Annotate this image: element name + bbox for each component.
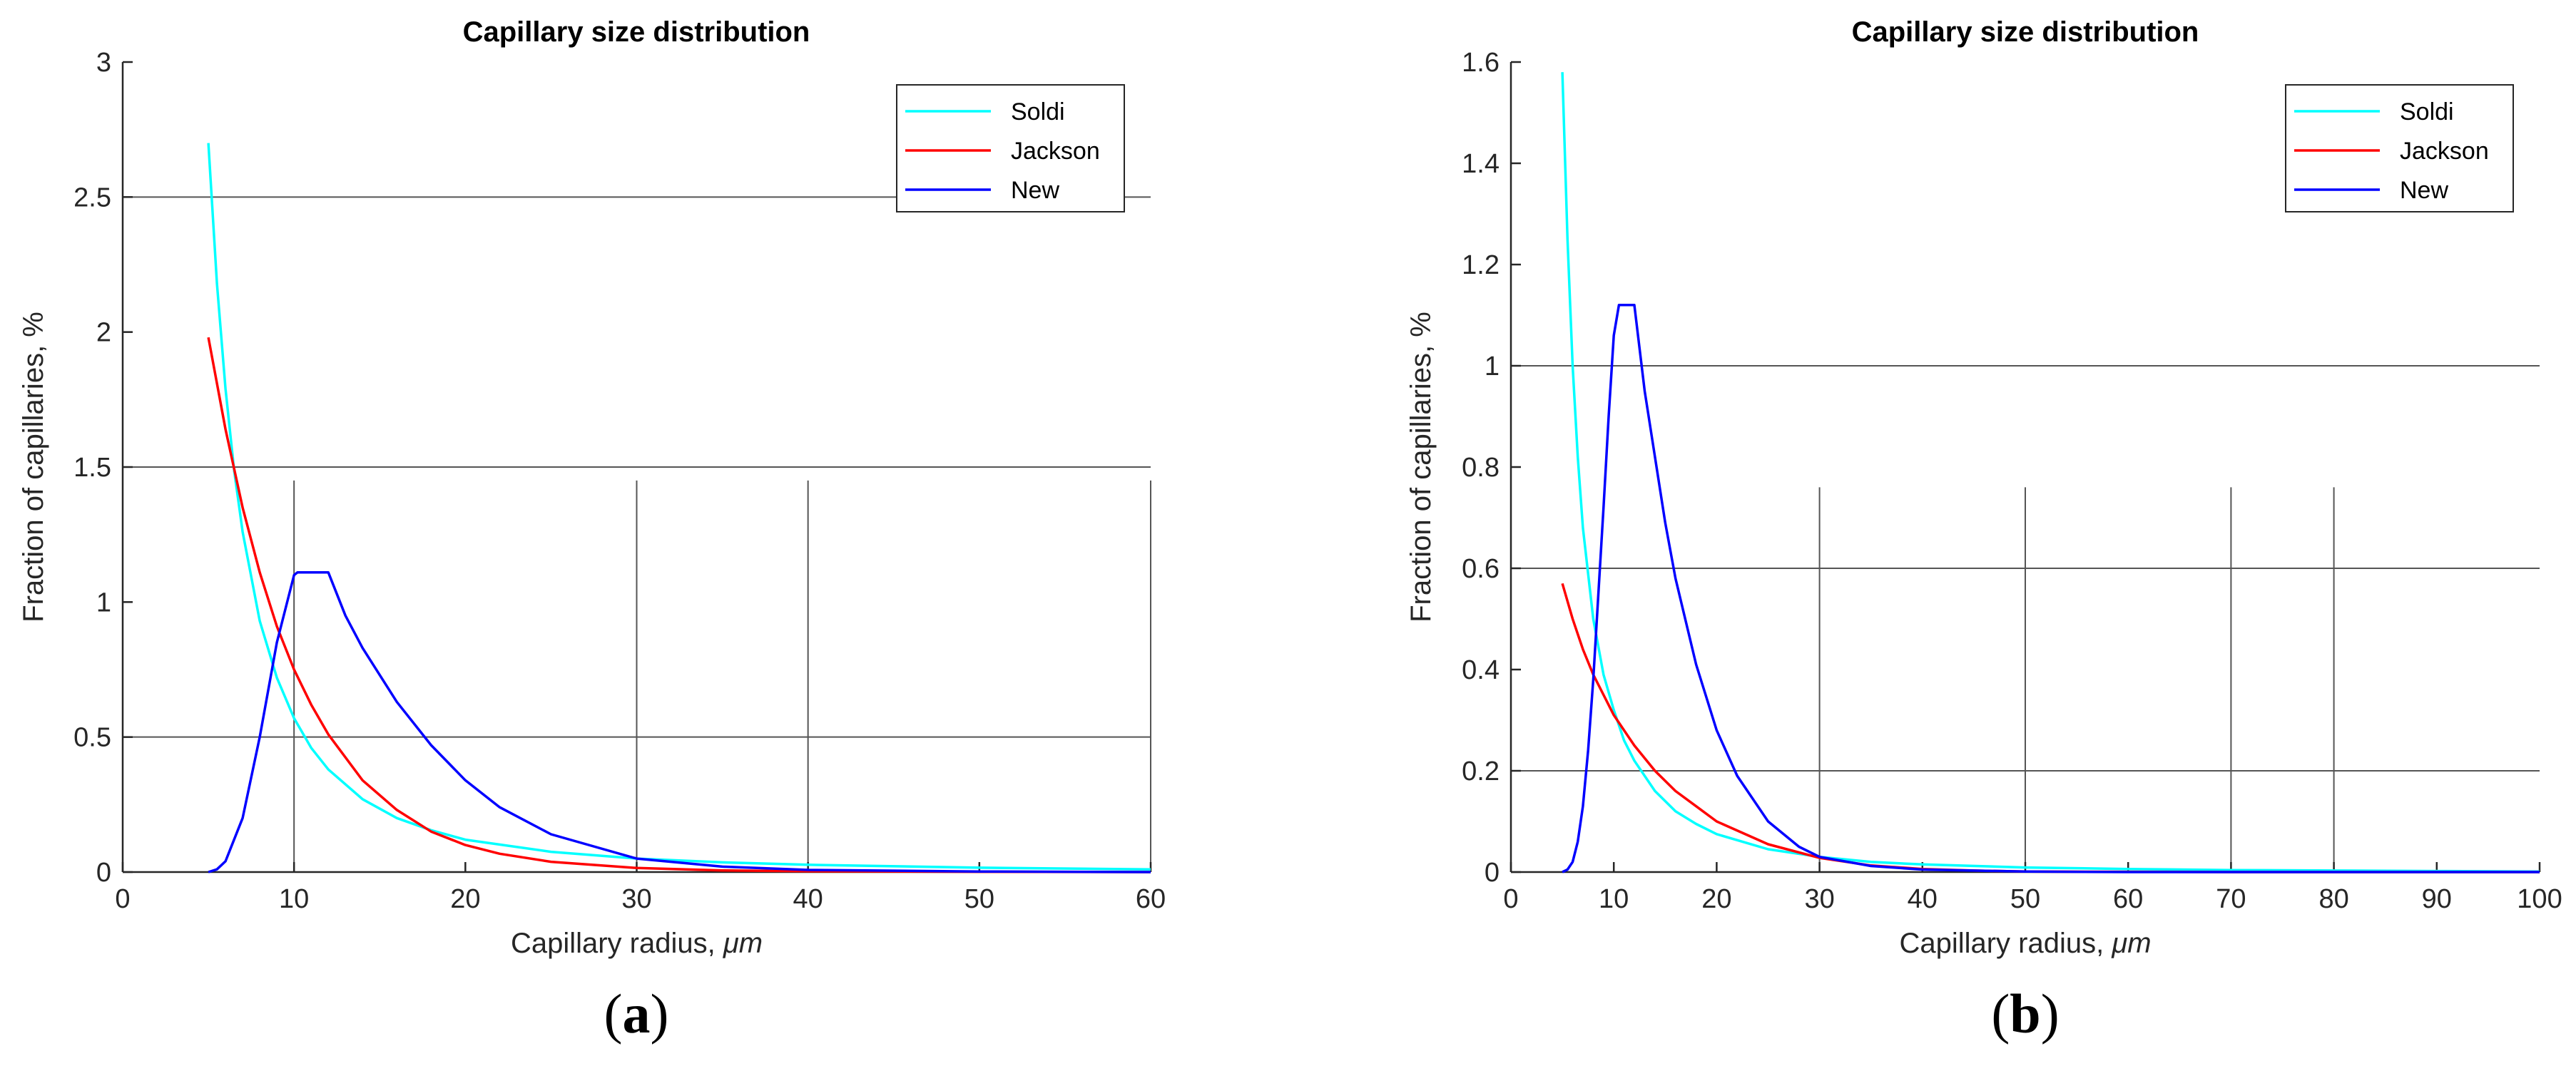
series-line-new	[1562, 304, 2540, 873]
y-axis-label: Fraction of capillaries, %	[1405, 312, 1437, 622]
series-line-jackson	[1561, 583, 2540, 873]
series-line-jackson	[207, 337, 1151, 873]
x-tick-label: 50	[964, 884, 994, 914]
y-tick-label: 1	[1485, 352, 1500, 381]
x-tick-label: 90	[2422, 884, 2452, 914]
y-tick-label: 1.5	[73, 453, 111, 483]
y-tick-label: 0	[96, 858, 111, 888]
y-tick-label: 0.2	[1462, 757, 1500, 786]
y-axis-label: Fraction of capillaries, %	[18, 312, 49, 622]
x-tick-label: 80	[2318, 884, 2348, 914]
y-tick-label: 0.5	[73, 723, 111, 753]
x-tick-label: 60	[2113, 884, 2143, 914]
panel-label: (a)	[604, 983, 669, 1045]
legend-label-new: New	[1011, 177, 1059, 204]
panel-label: (b)	[1991, 983, 2059, 1045]
y-tick-label: 2.5	[73, 183, 111, 212]
chart-title: Capillary size distribution	[463, 16, 810, 48]
legend: Soldi Jackson New	[2285, 84, 2514, 212]
x-axis-label: Capillary radius, μm	[511, 928, 763, 959]
x-tick-label: 70	[2216, 884, 2246, 914]
x-tick-label: 0	[115, 884, 130, 914]
series-line-soldi	[207, 143, 1151, 871]
y-tick-label: 0.6	[1462, 554, 1500, 584]
legend-label-new: New	[2400, 177, 2448, 204]
x-tick-label: 100	[2517, 884, 2562, 914]
y-tick-label: 3	[96, 48, 111, 78]
x-axis-label: Capillary radius, μm	[1899, 928, 2151, 959]
series-line-soldi	[1561, 72, 2540, 873]
x-tick-label: 20	[1701, 884, 1731, 914]
x-tick-label: 30	[621, 884, 651, 914]
series-line-new	[208, 570, 1151, 873]
x-tick-label: 60	[1136, 884, 1166, 914]
legend-label-jackson: Jackson	[2400, 138, 2489, 165]
chart-title: Capillary size distribution	[1852, 16, 2199, 48]
legend-label-soldi: Soldi	[1011, 98, 1065, 125]
y-tick-label: 1	[96, 588, 111, 617]
legend-label-soldi: Soldi	[2400, 98, 2454, 125]
x-tick-label: 20	[450, 884, 480, 914]
x-tick-label: 50	[2010, 884, 2040, 914]
y-tick-label: 0.8	[1462, 453, 1500, 483]
y-tick-label: 1.6	[1462, 48, 1500, 78]
x-tick-label: 40	[1908, 884, 1938, 914]
y-tick-label: 0	[1485, 858, 1500, 888]
x-tick-label: 40	[793, 884, 823, 914]
legend-label-jackson: Jackson	[1011, 138, 1100, 165]
legend: Soldi Jackson New	[896, 84, 1125, 212]
y-tick-label: 0.4	[1462, 655, 1500, 685]
x-tick-label: 10	[1599, 884, 1629, 914]
x-tick-label: 0	[1503, 884, 1518, 914]
y-tick-label: 1.4	[1462, 149, 1500, 179]
x-tick-label: 10	[279, 884, 309, 914]
y-tick-label: 1.2	[1462, 250, 1500, 280]
y-tick-label: 2	[96, 318, 111, 348]
x-tick-label: 30	[1804, 884, 1834, 914]
